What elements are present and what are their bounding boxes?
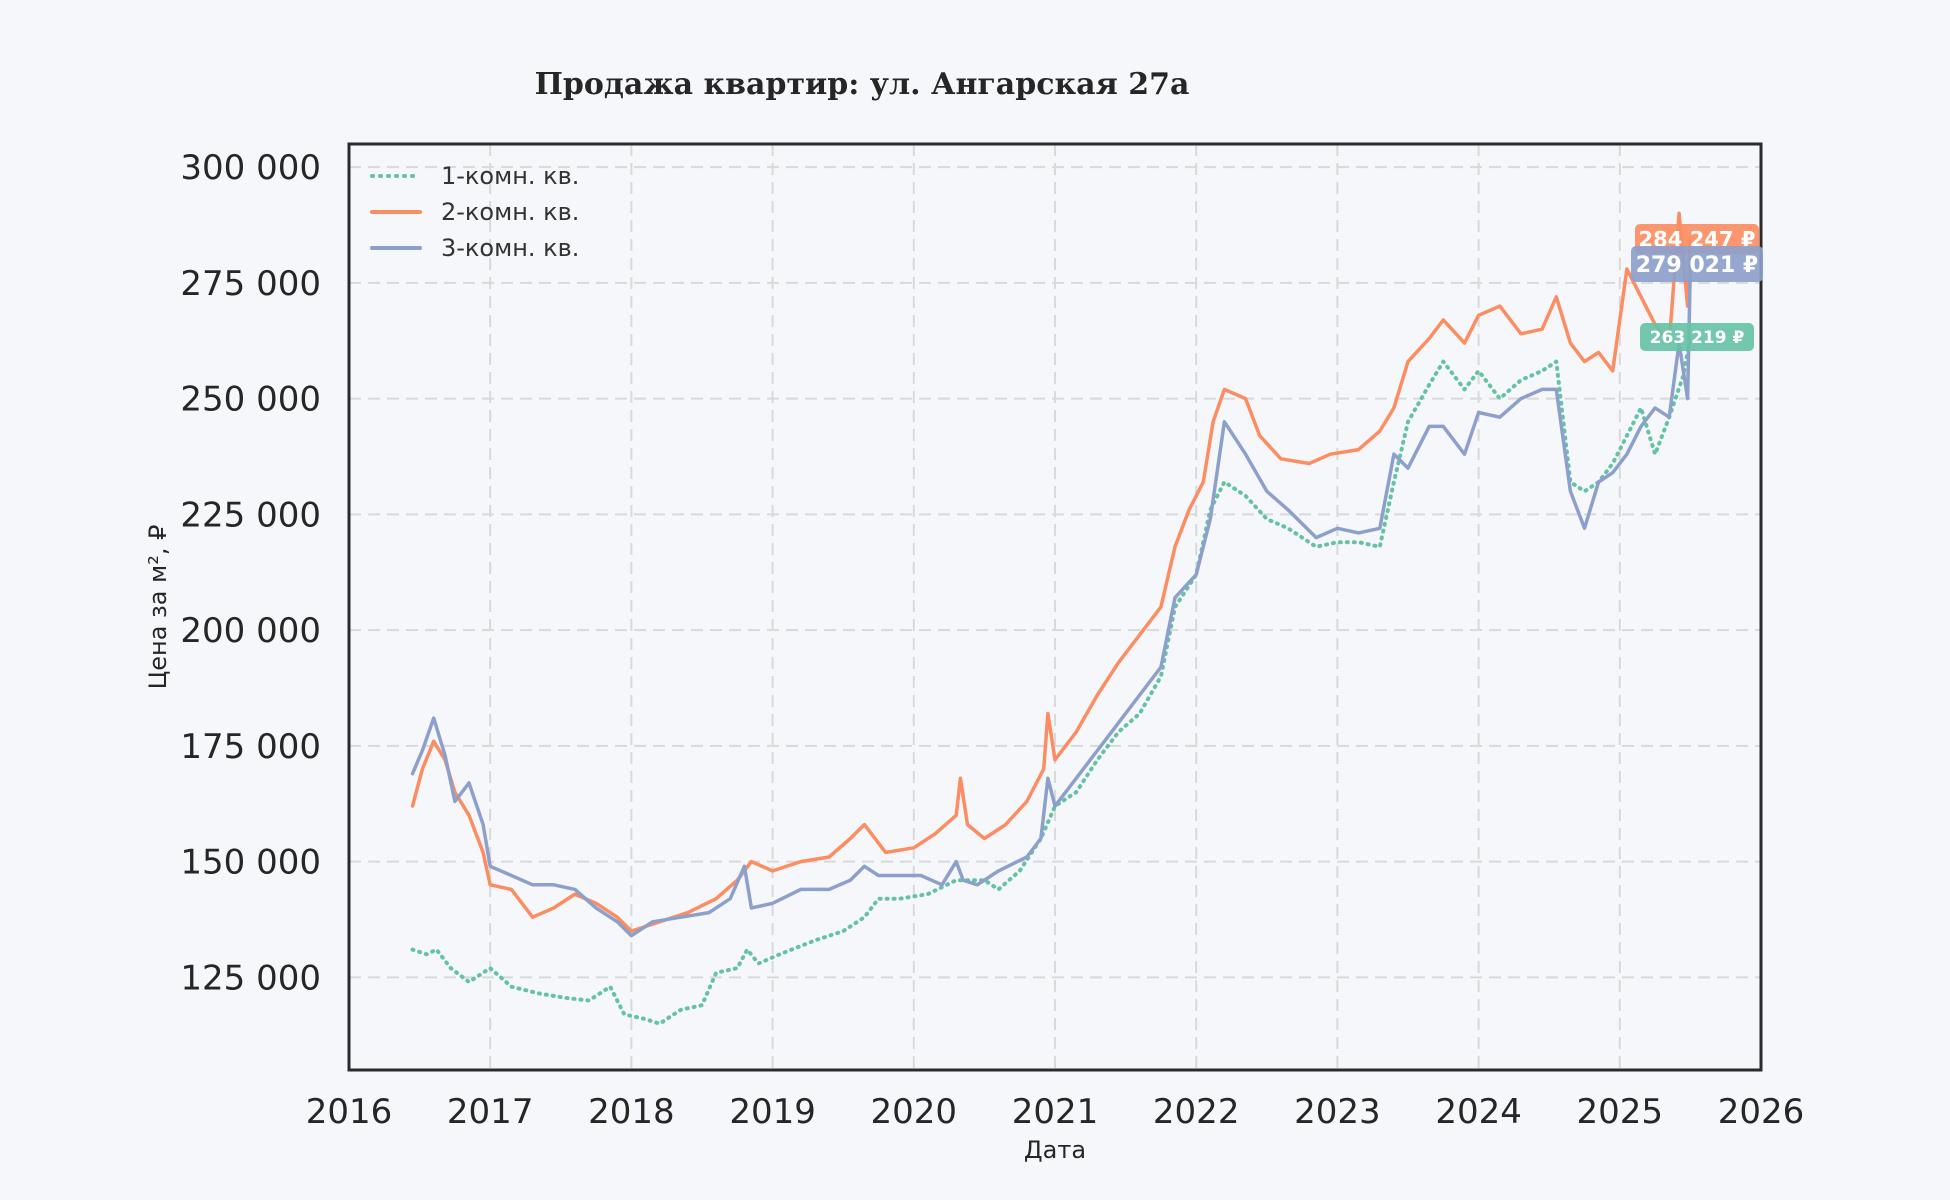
x-tick-label: 2024 [1435, 1092, 1522, 1132]
y-axis-label: Цена за м², ₽ [144, 525, 172, 690]
y-tick-label: 125 000 [180, 958, 321, 998]
end-value-badge [1631, 246, 1763, 282]
series-line-3 [410, 262, 1693, 938]
x-tick-label: 2026 [1718, 1092, 1805, 1132]
y-tick-label: 300 000 [180, 148, 321, 188]
x-tick-label: 2023 [1294, 1092, 1381, 1132]
series-line-1 [410, 335, 1693, 1026]
series-line-2 [410, 211, 1693, 933]
legend: 1-комн. кв. 2-комн. кв. 3-комн. кв. [370, 162, 579, 262]
x-tick-label: 2021 [1012, 1092, 1099, 1132]
y-tick-label: 250 000 [180, 380, 321, 420]
end-value-badge [1640, 323, 1754, 351]
y-tick-label: 225 000 [180, 495, 321, 535]
grid [349, 144, 1761, 1070]
x-axis-label: Дата [1024, 1136, 1086, 1164]
legend-label: 2-комн. кв. [441, 198, 579, 226]
y-tick-label: 275 000 [180, 264, 321, 304]
legend-label: 1-комн. кв. [441, 162, 579, 190]
y-tick-label: 150 000 [180, 843, 321, 883]
x-axis-ticks: 2016 2017 2018 2019 2020 2021 2022 2023 2024 2025… [306, 1092, 1805, 1132]
plot-area-frame [347, 142, 1763, 1072]
end-value-badges: 263 219 ₽284 247 ₽279 021 ₽ [1631, 224, 1763, 351]
x-tick-label: 2020 [871, 1092, 958, 1132]
series-lines [410, 211, 1693, 1026]
x-tick-label: 2016 [306, 1092, 393, 1132]
y-tick-label: 200 000 [180, 611, 321, 651]
y-axis-ticks: 125 000 150 000 175 000 200 000 225 000 250 0… [180, 148, 321, 998]
x-tick-label: 2017 [447, 1092, 534, 1132]
chart-title: Продажа квартир: ул. Ангарская 27а [535, 67, 1190, 102]
x-tick-label: 2018 [588, 1092, 675, 1132]
legend-label: 3-комн. кв. [441, 234, 579, 262]
y-tick-label: 175 000 [180, 727, 321, 767]
end-value-label: 279 021 ₽ [1636, 253, 1758, 278]
x-tick-label: 2019 [729, 1092, 816, 1132]
x-tick-label: 2022 [1153, 1092, 1240, 1132]
end-value-label: 263 219 ₽ [1650, 328, 1745, 348]
x-tick-label: 2025 [1577, 1092, 1664, 1132]
